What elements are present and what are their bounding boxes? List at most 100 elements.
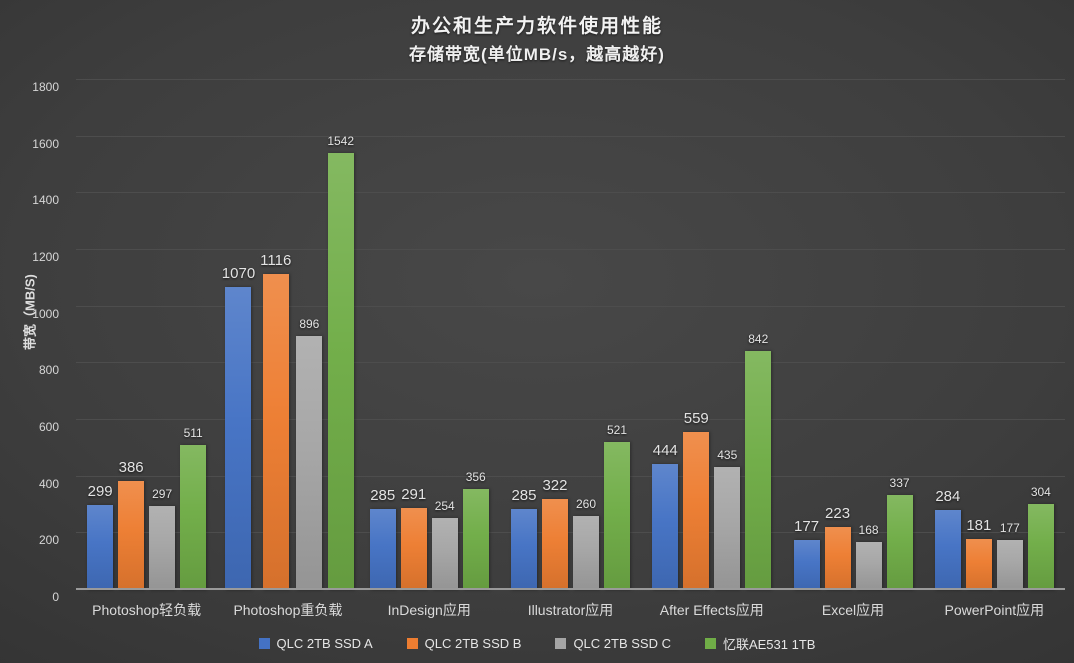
bar-wrap: 291 <box>400 80 427 590</box>
bar <box>824 526 851 590</box>
bar-group-5: 444 559 435 842 <box>641 80 782 590</box>
bar-wrap: 297 <box>149 80 176 590</box>
bar-wrap: 254 <box>431 80 458 590</box>
bar-wrap: 177 <box>996 80 1023 590</box>
bar-value-label: 304 <box>1030 484 1051 499</box>
legend-label: QLC 2TB SSD A <box>276 636 373 651</box>
bar <box>996 539 1023 590</box>
legend-label: QLC 2TB SSD C <box>573 636 671 651</box>
x-axis-category-labels: Photoshop轻负载 Photoshop重负载 InDesign应用 Illust… <box>76 600 1065 620</box>
bar <box>87 505 114 590</box>
bar-wrap: 260 <box>572 80 599 590</box>
bar <box>462 489 489 590</box>
bar-wrap: 356 <box>462 80 489 590</box>
bar-wrap: 386 <box>118 80 145 590</box>
gridline-1000 <box>76 305 1065 307</box>
bar-wrap: 322 <box>541 80 568 590</box>
bar <box>965 538 992 590</box>
bar-wrap: 842 <box>745 80 772 590</box>
bar-value-label: 356 <box>465 470 486 485</box>
bar-value-label: 559 <box>683 409 709 427</box>
bar <box>541 498 568 590</box>
gridline-1200 <box>76 249 1065 250</box>
bar-value-label: 511 <box>183 426 203 441</box>
bar <box>572 516 599 590</box>
bar-group-7: 284 181 177 304 <box>924 80 1065 590</box>
category-label: After Effects应用 <box>659 602 764 618</box>
category-label: Photoshop轻负载 <box>92 602 202 618</box>
bar <box>855 542 882 590</box>
bar <box>745 351 772 590</box>
gridline-800 <box>76 362 1065 364</box>
bar-wrap: 896 <box>296 80 323 590</box>
legend-label: QLC 2TB SSD B <box>424 636 522 651</box>
bar-wrap: 285 <box>369 80 396 590</box>
bar <box>714 466 741 590</box>
chart-title: 办公和生产力软件使用性能 <box>410 16 663 37</box>
bar-wrap: 1116 <box>260 80 291 590</box>
y-axis-title: 带宽（MB/S) <box>22 274 38 350</box>
bar <box>262 273 289 590</box>
bar-value-label: 444 <box>652 442 678 460</box>
bar-groups: 299 386 297 511 1070 1116 896 1542 285 291 254 356 2… <box>76 80 1065 590</box>
gridline-600 <box>76 419 1065 420</box>
x-axis-line <box>76 588 1065 590</box>
bar-group-1: 299 386 297 511 <box>76 80 217 590</box>
bar-value-label: 842 <box>748 332 769 347</box>
bar-group-3: 285 291 254 356 <box>359 80 500 590</box>
bar <box>934 509 961 590</box>
bar-wrap: 304 <box>1027 80 1054 590</box>
bar-wrap: 284 <box>934 80 961 590</box>
bar-group-6: 177 223 168 337 <box>782 80 923 590</box>
bar-value-label: 177 <box>999 520 1020 535</box>
bar-wrap: 559 <box>683 80 710 590</box>
bar <box>1027 503 1054 590</box>
category-label: InDesign应用 <box>387 602 471 618</box>
bar-wrap: 1070 <box>222 80 255 590</box>
bar-wrap: 1542 <box>327 80 354 590</box>
bar <box>886 494 913 590</box>
bar-wrap: 521 <box>603 80 630 590</box>
bar-value-label: 285 <box>370 487 396 505</box>
gridline-1800 <box>76 79 1065 80</box>
category-label: Excel应用 <box>821 602 885 618</box>
legend-item: 忆联AE531 1TB <box>704 634 815 653</box>
bar-wrap: 177 <box>793 80 820 590</box>
bar-value-label: 177 <box>794 517 820 535</box>
bar-value-label: 284 <box>935 487 961 505</box>
bar-value-label: 297 <box>152 486 173 501</box>
legend: QLC 2TB SSD A QLC 2TB SSD B QLC 2TB SSD C 忆… <box>0 634 1074 653</box>
bar-wrap: 511 <box>180 80 207 590</box>
bar <box>180 445 207 590</box>
bar-wrap: 299 <box>87 80 114 590</box>
bar <box>369 509 396 590</box>
gridline-400 <box>76 475 1065 477</box>
bar <box>400 507 427 590</box>
gridline-200 <box>76 532 1065 534</box>
bar <box>683 431 710 590</box>
bar-value-label: 254 <box>434 499 455 514</box>
bar <box>327 153 354 590</box>
category-label: Photoshop重负载 <box>233 602 343 618</box>
bar-value-label: 1116 <box>260 251 292 269</box>
bar-wrap: 223 <box>824 80 851 590</box>
bar <box>118 480 145 590</box>
legend-item: QLC 2TB SSD C <box>555 636 671 651</box>
bar-group-2: 1070 1116 896 1542 <box>217 80 358 590</box>
bar <box>149 505 176 590</box>
bar-value-label: 435 <box>717 447 738 462</box>
bar <box>603 442 630 590</box>
legend-swatch-icon <box>406 638 418 649</box>
bar-value-label: 285 <box>511 487 537 505</box>
bar-wrap: 285 <box>510 80 537 590</box>
bar <box>793 539 820 590</box>
bar-group-4: 285 322 260 521 <box>500 80 641 590</box>
bar-wrap: 337 <box>886 80 913 590</box>
category-label: PowerPoint应用 <box>944 602 1045 618</box>
bar <box>225 286 252 590</box>
plot-area: 0 200 400 600 800 1000 1200 1400 1600 1800 299 386… <box>32 79 1065 618</box>
bar-value-label: 1542 <box>327 134 355 149</box>
legend-item: QLC 2TB SSD A <box>258 636 373 651</box>
bar <box>431 518 458 590</box>
